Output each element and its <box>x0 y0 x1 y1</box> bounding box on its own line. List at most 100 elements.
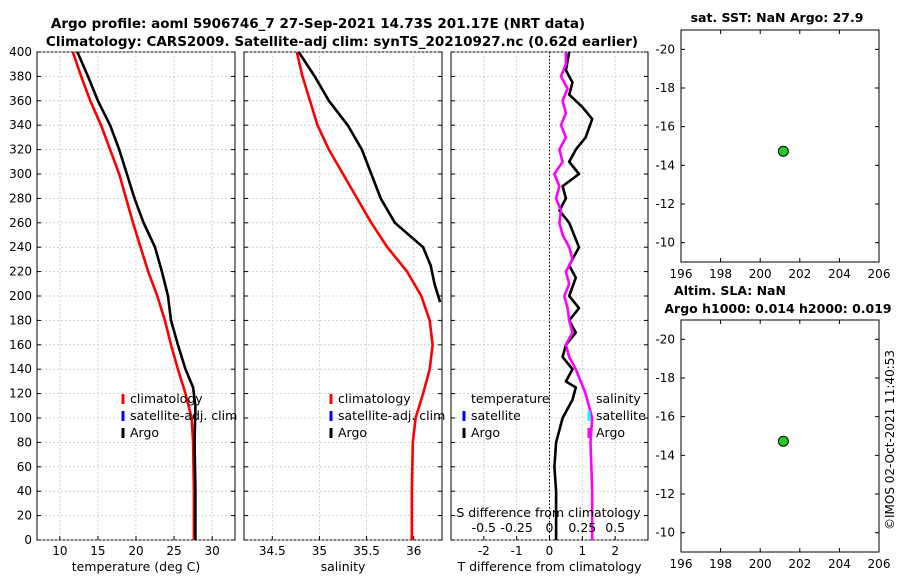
series-line-argo <box>297 51 442 303</box>
panel-sst: -10 -12 -14 -16 -18 -20 196 198 200 202 204 206 sat.… <box>655 10 890 281</box>
legend-entry: satellite-adj. clim <box>338 408 445 423</box>
y-tick-label: 160 <box>9 338 32 352</box>
x-axis-label: salinity <box>321 559 366 574</box>
legend-entry: Argo <box>130 425 159 440</box>
y-tick-label: 320 <box>9 143 32 157</box>
x-tick-label: 196 <box>670 557 693 571</box>
y-tick-label: 180 <box>9 313 32 327</box>
y-tick-label: 260 <box>9 216 32 230</box>
legend-entry: Argo <box>596 425 625 440</box>
panel-sla: -10 -12 -14 -16 -18 -20 196 198 200 202 204 206 Alti… <box>655 283 891 571</box>
y-tick-label: 200 <box>9 289 32 303</box>
x-tick-label: 204 <box>828 267 851 281</box>
y-tick-label: 120 <box>9 387 32 401</box>
x-axis-label: T difference from climatology <box>456 559 642 574</box>
y-tick-label: 300 <box>9 167 32 181</box>
y-tick-label: -12 <box>655 197 675 211</box>
secondary-tick-label: 0.5 <box>605 520 625 535</box>
y-tick-label: 280 <box>9 191 32 205</box>
x-tick-label: 0 <box>546 544 554 558</box>
y-tick-label: -20 <box>655 332 675 346</box>
x-axis-label: temperature (deg C) <box>72 559 201 574</box>
legend-entry: satellite <box>596 408 646 423</box>
panel-temp: 0 20 40 60 80 100 120 140 160 180 200 220 240 260 280 3… <box>9 45 237 574</box>
legend-entry: satellite <box>471 408 521 423</box>
x-tick-label: 10 <box>52 544 67 558</box>
secondary-axis-label: S difference from climatology <box>456 505 641 520</box>
x-tick-label: 15 <box>90 544 105 558</box>
y-tick-label: 240 <box>9 240 32 254</box>
y-tick-label: 400 <box>9 45 32 59</box>
y-tick-label: -18 <box>655 371 675 385</box>
x-tick-label: 200 <box>749 557 772 571</box>
y-tick-label: -10 <box>655 526 675 540</box>
y-tick-label: 220 <box>9 265 32 279</box>
legend-entry: climatology <box>130 391 203 406</box>
y-tick-label: -16 <box>655 120 675 134</box>
series-line-argo <box>76 51 197 540</box>
y-tick-label: -14 <box>655 448 675 462</box>
y-tick-label: 40 <box>17 484 32 498</box>
y-tick-label: -18 <box>655 81 675 95</box>
imos-watermark: ©IMOS 02-Oct-2021 11:40:53 <box>883 350 897 530</box>
panel-subtitle: Argo h1000: 0.014 h2000: 0.019 <box>664 301 891 316</box>
panel-title: Altim. SLA: NaN <box>674 283 786 298</box>
y-tick-label: -20 <box>655 42 675 56</box>
secondary-tick-label: 0.25 <box>568 520 596 535</box>
y-tick-label: 0 <box>24 533 32 547</box>
series-line-s-argo <box>553 52 594 540</box>
secondary-tick-label: -0.5 <box>472 520 496 535</box>
plot-frame <box>680 29 880 263</box>
panel-diff: -2 -1 0 1 2T difference from climatology temp… <box>450 51 649 574</box>
y-tick-label: 340 <box>9 118 32 132</box>
profile-location-marker <box>777 145 789 157</box>
x-tick-label: 35 <box>312 544 327 558</box>
y-tick-label: 20 <box>17 509 32 523</box>
panel-title: sat. SST: NaN Argo: 27.9 <box>691 10 864 25</box>
series-line-t-argo <box>553 51 594 540</box>
x-tick-label: 36 <box>406 544 421 558</box>
legend-entry: satellite-adj. clim <box>130 408 237 423</box>
x-tick-label: 202 <box>788 267 811 281</box>
x-tick-label: 204 <box>828 557 851 571</box>
y-tick-label: 360 <box>9 94 32 108</box>
x-tick-label: 196 <box>670 267 693 281</box>
plot-frame <box>680 319 880 553</box>
legend-entry: temperature <box>471 391 550 406</box>
title-line-2: Climatology: CARS2009. Satellite-adj cli… <box>46 34 638 50</box>
x-tick-label: 200 <box>749 267 772 281</box>
series-line-climatology <box>295 51 434 540</box>
x-tick-label: 198 <box>709 267 732 281</box>
x-tick-label: 206 <box>868 557 891 571</box>
x-tick-label: 202 <box>788 557 811 571</box>
x-tick-label: 206 <box>868 267 891 281</box>
y-tick-label: 100 <box>9 411 32 425</box>
x-tick-label: 198 <box>709 557 732 571</box>
series-line-climatology <box>71 51 196 540</box>
x-tick-label: 25 <box>166 544 181 558</box>
legend-entry: climatology <box>338 391 411 406</box>
y-tick-label: -14 <box>655 158 675 172</box>
x-tick-label: 30 <box>205 544 220 558</box>
plots-layer: 0204060801001201401601802002202402602803… <box>9 10 892 574</box>
x-tick-label: 2 <box>611 544 619 558</box>
legend-entry: salinity <box>596 391 641 406</box>
y-tick-label: 80 <box>17 435 32 449</box>
profile-location-marker <box>777 435 789 447</box>
title-line-1: Argo profile: aoml 5906746_7 27-Sep-2021… <box>51 16 585 32</box>
x-tick-label: 35.5 <box>353 544 380 558</box>
y-tick-label: -10 <box>655 236 675 250</box>
secondary-tick-label: -0.25 <box>500 520 532 535</box>
x-tick-label: 34.5 <box>259 544 286 558</box>
panel-sal: 34.5 35 35.5 36 salinity climatology satellite… <box>243 51 445 574</box>
legend-entry: Argo <box>338 425 367 440</box>
x-tick-label: -2 <box>478 544 490 558</box>
y-tick-label: -16 <box>655 410 675 424</box>
secondary-tick-label: 0 <box>546 520 554 535</box>
y-tick-label: 60 <box>17 460 32 474</box>
legend-entry: Argo <box>471 425 500 440</box>
x-tick-label: 1 <box>579 544 587 558</box>
y-tick-label: -12 <box>655 487 675 501</box>
x-tick-label: 20 <box>128 544 143 558</box>
